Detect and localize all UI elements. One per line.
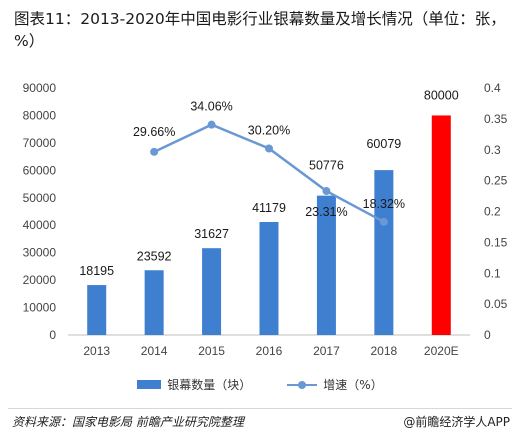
y-right-tick-label: 0.35 xyxy=(484,112,508,126)
y-right-tick-label: 0.2 xyxy=(484,205,501,219)
bar-value-label: 60079 xyxy=(366,137,401,151)
bar-value-label: 23592 xyxy=(137,249,172,263)
x-tick-label: 2018 xyxy=(371,344,398,358)
y-right-tick-label: 0.4 xyxy=(484,81,501,95)
x-tick-label: 2014 xyxy=(141,344,168,358)
y-left-tick-label: 20000 xyxy=(23,273,57,287)
growth-point xyxy=(207,120,216,129)
y-left-tick-label: 0 xyxy=(49,328,56,342)
x-tick-label: 2017 xyxy=(313,344,340,358)
y-right-tick-label: 0.1 xyxy=(484,266,501,280)
source-note: 资料来源：国家电影局 前瞻产业研究院整理 xyxy=(12,415,244,429)
legend-item-screens: 银幕数量（块） xyxy=(137,376,251,393)
legend-line-swatch xyxy=(287,380,318,390)
legend-label-screens: 银幕数量（块） xyxy=(167,378,252,392)
chart-plot-area: 0 10000 20000 30000 40000 50000 60000 70000 8000… xyxy=(23,81,508,358)
y-left-tick-label: 40000 xyxy=(23,218,57,232)
y-left-tick-label: 30000 xyxy=(23,246,57,260)
y-right-tick-label: 0.05 xyxy=(484,297,508,311)
bar xyxy=(316,195,336,335)
bar xyxy=(87,285,107,335)
bar xyxy=(144,270,164,335)
bar-value-label: 31627 xyxy=(194,227,229,241)
x-tick-label: 2013 xyxy=(83,344,110,358)
bar xyxy=(259,221,279,335)
growth-value-label: 18.32% xyxy=(363,197,405,211)
y-left-tick-label: 80000 xyxy=(23,108,57,122)
growth-point xyxy=(379,217,388,226)
bar-value-label: 18195 xyxy=(79,264,114,278)
bar xyxy=(374,170,394,335)
growth-value-label: 29.66% xyxy=(133,125,175,139)
x-tick-label: 2020E xyxy=(424,344,459,358)
bar xyxy=(202,248,222,335)
growth-point xyxy=(265,144,273,153)
growth-point xyxy=(322,187,331,196)
footer-divider xyxy=(8,408,512,409)
y-right-tick-label: 0.25 xyxy=(484,174,508,188)
y-right-tick-label: 0.3 xyxy=(484,143,501,157)
legend-label-growth: 增速（%） xyxy=(323,378,383,392)
footer: 资料来源：国家电影局 前瞻产业研究院整理 @前瞻经济学人APP xyxy=(0,408,520,434)
y-left-tick-label: 10000 xyxy=(23,301,57,315)
legend-bar-swatch xyxy=(137,380,162,389)
x-tick-label: 2016 xyxy=(256,344,283,358)
bar-value-label: 50776 xyxy=(309,159,344,173)
bar-highlight xyxy=(431,115,451,335)
y-left-tick-label: 90000 xyxy=(23,81,57,95)
y-left-tick-label: 60000 xyxy=(23,163,57,177)
x-tick-label: 2015 xyxy=(198,344,225,358)
legend-item-growth: 增速（%） xyxy=(287,376,383,393)
growth-value-label: 34.06% xyxy=(190,100,232,114)
bar-value-label: 80000 xyxy=(424,88,459,102)
chart-title: 图表11：2013-2020年中国电影行业银幕数量及增长情况（单位：张，%） xyxy=(14,10,506,50)
chart-legend: 银幕数量（块） 增速（%） xyxy=(0,376,520,393)
growth-value-label: 23.31% xyxy=(305,205,347,219)
brand-watermark: @前瞻经济学人APP xyxy=(403,415,510,429)
growth-value-label: 30.20% xyxy=(248,124,290,138)
y-right-tick-label: 0.15 xyxy=(484,235,508,249)
bar-value-label: 41179 xyxy=(252,201,286,215)
y-right-tick-label: 0 xyxy=(484,328,491,342)
growth-point xyxy=(150,147,159,156)
y-left-tick-label: 70000 xyxy=(23,136,57,150)
y-left-tick-label: 50000 xyxy=(23,191,57,205)
